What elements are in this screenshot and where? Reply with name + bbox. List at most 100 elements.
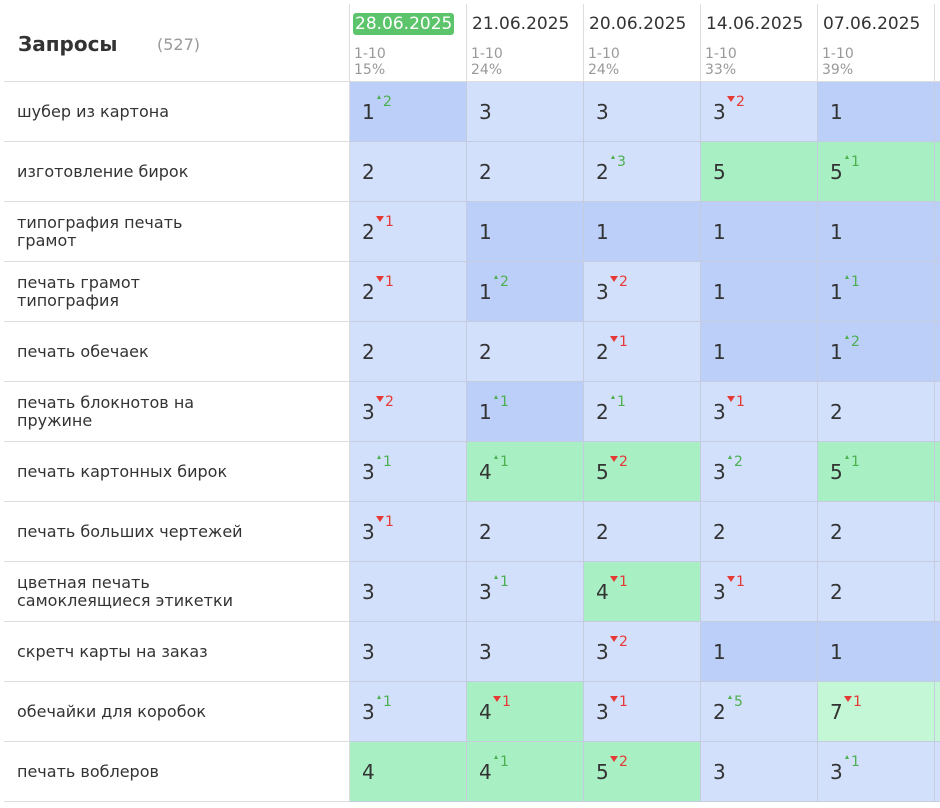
query-row[interactable]: типография печать грамот — [4, 202, 350, 262]
position-cell[interactable]: 2 — [350, 322, 467, 382]
position: 3 — [362, 460, 375, 484]
position: 1 — [596, 220, 609, 244]
position-change: 1 — [500, 394, 509, 410]
trend-arrow — [728, 455, 732, 459]
position: 5 — [830, 160, 843, 184]
position-cell[interactable]: 2 — [467, 502, 584, 562]
query-row[interactable]: печать обечаек — [4, 322, 350, 382]
position-cell[interactable]: 4 — [350, 742, 467, 802]
position-cell[interactable]: 3 — [584, 82, 701, 142]
trend-arrow — [845, 755, 849, 759]
query-row[interactable]: печать блокнотов на пружине — [4, 382, 350, 442]
query-row[interactable]: печать картонных бирок — [4, 442, 350, 502]
trend-arrow — [611, 395, 615, 399]
query-row[interactable]: печать воблеров — [4, 742, 350, 802]
query-row[interactable]: обечайки для коробок — [4, 682, 350, 742]
date-column-header[interactable]: 07.06.2025 1-10 39% — [818, 4, 935, 82]
position-cell[interactable]: 2 — [467, 322, 584, 382]
position: 3 — [479, 580, 492, 604]
query-row[interactable]: цветная печать самоклеящиеся этикетки — [4, 562, 350, 622]
position-cell[interactable]: 1 — [818, 202, 935, 262]
position-cell[interactable]: 3 — [467, 82, 584, 142]
date-column-header[interactable]: 28.06.2025 1-10 15% — [350, 4, 467, 82]
position-cell[interactable]: 2 — [584, 502, 701, 562]
date-column-header[interactable]: 21.06.2025 1-10 24% — [467, 4, 584, 82]
position: 4 — [479, 460, 492, 484]
position-cell[interactable]: 1 — [701, 262, 818, 322]
position-cell[interactable]: 2 — [818, 502, 935, 562]
position: 2 — [362, 280, 375, 304]
position-cell[interactable]: 1 — [701, 622, 818, 682]
position: 3 — [713, 460, 726, 484]
query-row[interactable]: печать больших чертежей — [4, 502, 350, 562]
position-cell[interactable]: 2 — [818, 382, 935, 442]
query-row[interactable]: печать грамот типография — [4, 262, 350, 322]
position: 1 — [479, 280, 492, 304]
position-cell[interactable]: 3 — [350, 562, 467, 622]
position-cell[interactable]: 2 — [467, 142, 584, 202]
position: 7 — [830, 700, 843, 724]
position-cell[interactable]: 3 — [350, 622, 467, 682]
trend-arrow — [376, 276, 384, 282]
date-column-header[interactable]: 14.06.2025 1-10 33% — [701, 4, 818, 82]
position-cell[interactable]: 2 — [701, 502, 818, 562]
position-cell[interactable]: 1 — [701, 322, 818, 382]
position-cell[interactable]: 1 — [818, 82, 935, 142]
trend-arrow — [845, 275, 849, 279]
position-cell[interactable]: 3 — [467, 622, 584, 682]
position-change: 1 — [851, 754, 860, 770]
position-cell[interactable]: 2 — [350, 142, 467, 202]
position-cell[interactable]: 1 — [818, 622, 935, 682]
position-cell[interactable]: 3 — [701, 742, 818, 802]
trend-arrow — [610, 756, 618, 762]
position-cell[interactable]: 1 — [467, 202, 584, 262]
trend-arrow — [494, 275, 498, 279]
query-row[interactable]: скретч карты на заказ — [4, 622, 350, 682]
position-cell[interactable]: 5 — [701, 142, 818, 202]
query: печать блокнотов на пружине — [17, 392, 195, 430]
position-change: 1 — [385, 274, 394, 290]
date-column-header[interactable]: 20.06.2025 1-10 24% — [584, 4, 701, 82]
query: цветная печать самоклеящиеся этикетки — [17, 572, 234, 610]
position-cell[interactable]: 1 — [701, 202, 818, 262]
position: 3 — [479, 640, 492, 664]
query-row[interactable]: шубер из картона — [4, 82, 350, 142]
position-cell[interactable]: 2 — [818, 562, 935, 622]
query-row[interactable]: изготовление бирок — [4, 142, 350, 202]
next-cell — [935, 742, 940, 802]
position-cell[interactable]: 1 — [584, 202, 701, 262]
